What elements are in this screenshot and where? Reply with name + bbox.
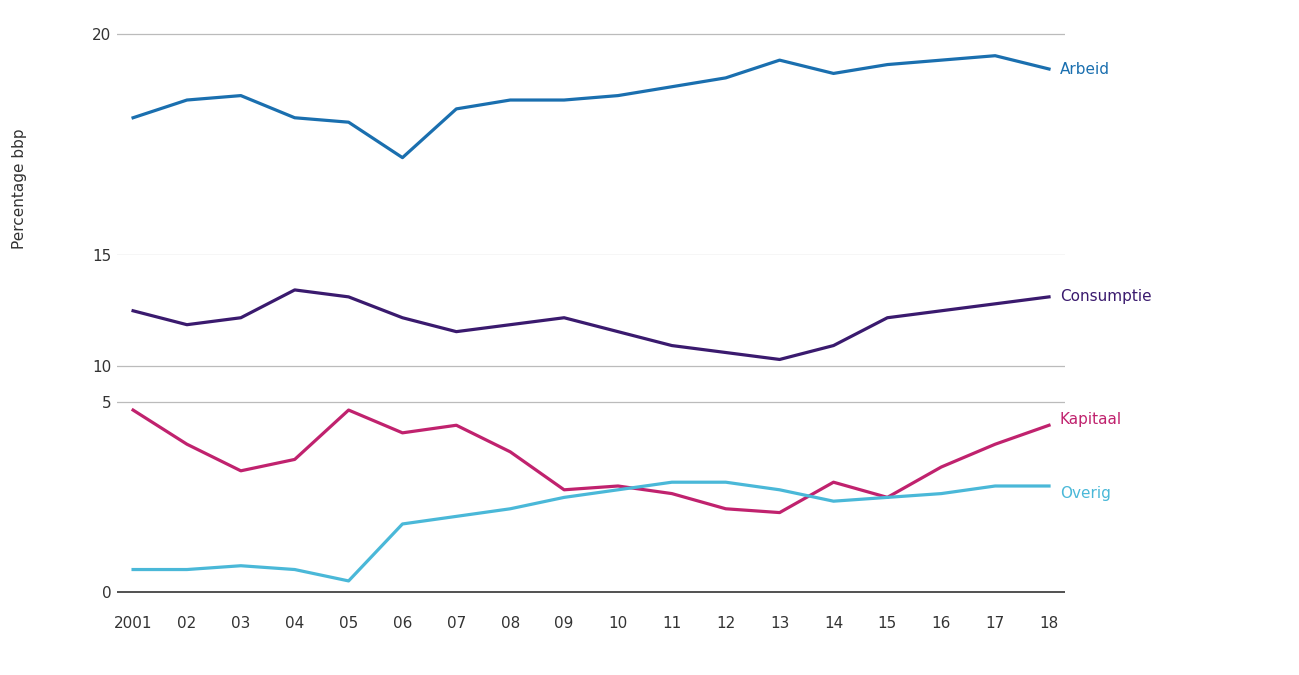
Text: Percentage bbp: Percentage bbp [12,129,27,249]
Text: Overig: Overig [1060,486,1111,501]
Text: Kapitaal: Kapitaal [1060,412,1122,427]
Text: Arbeid: Arbeid [1060,61,1109,76]
Text: Consumptie: Consumptie [1060,290,1151,304]
